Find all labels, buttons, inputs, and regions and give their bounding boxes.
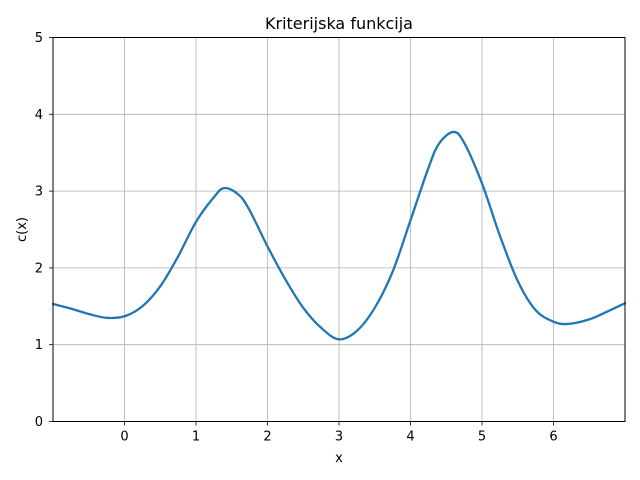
x-tick-label: 2 bbox=[263, 430, 271, 445]
axis-ticks: 0 1 2 3 4 5 6 0 1 2 3 4 5 bbox=[35, 31, 558, 445]
y-tick-label: 0 bbox=[35, 415, 43, 430]
x-axis-label: x bbox=[335, 451, 343, 466]
y-tick-label: 5 bbox=[35, 31, 43, 46]
y-tick-label: 4 bbox=[35, 108, 43, 123]
x-tick-label: 0 bbox=[120, 430, 128, 445]
x-tick-label: 5 bbox=[478, 430, 486, 445]
y-tick-label: 1 bbox=[35, 338, 43, 353]
x-tick-label: 4 bbox=[406, 430, 414, 445]
grid-lines bbox=[53, 37, 625, 422]
series-group bbox=[51, 130, 627, 341]
chart-title: Kriterijska funkcija bbox=[265, 14, 413, 33]
y-axis-label: c(x) bbox=[15, 217, 30, 242]
x-tick-label: 1 bbox=[192, 430, 200, 445]
y-tick-label: 2 bbox=[35, 261, 43, 276]
y-tick-label: 3 bbox=[35, 185, 43, 200]
series-line bbox=[51, 130, 627, 341]
x-tick-label: 6 bbox=[549, 430, 557, 445]
x-tick-label: 3 bbox=[335, 430, 343, 445]
